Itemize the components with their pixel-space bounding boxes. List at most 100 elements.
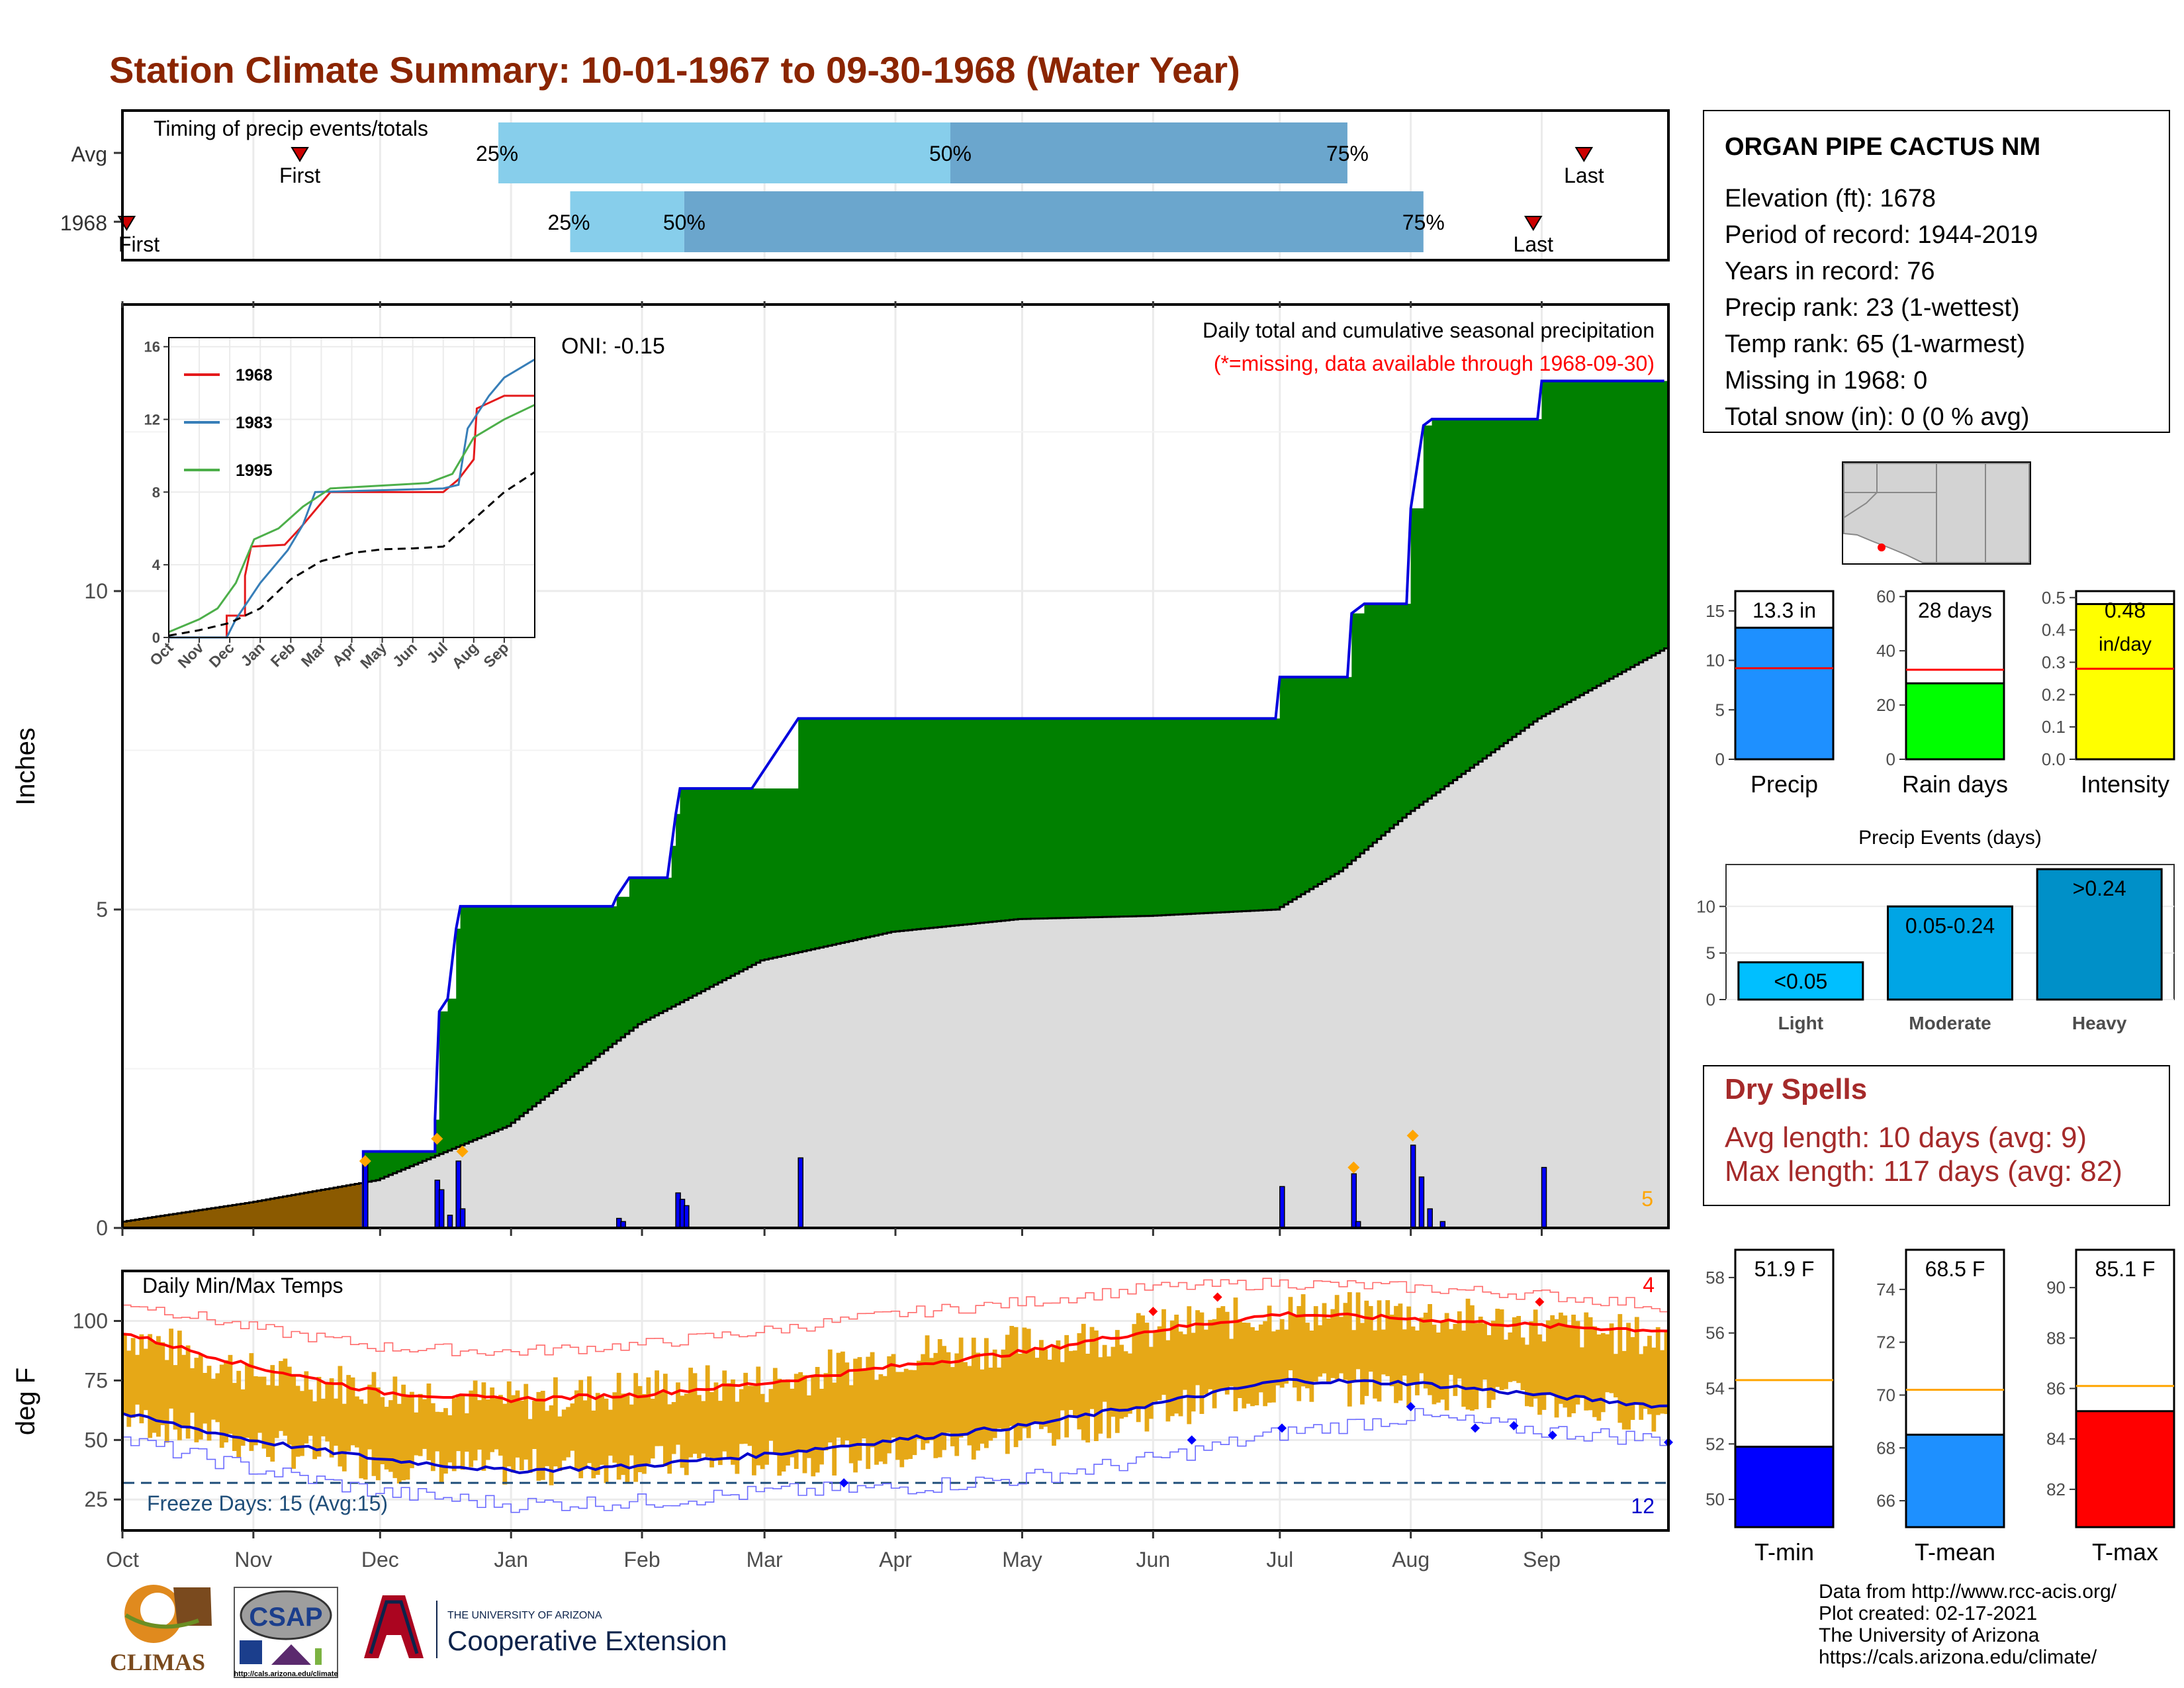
- category-label: Intensity: [2081, 771, 2169, 798]
- category-label: Rain days: [1902, 771, 2008, 798]
- record-min-marker: [1406, 1401, 1416, 1411]
- events-ytick-label: 5: [1706, 943, 1715, 963]
- main-ytick-label: 10: [84, 579, 108, 603]
- ytick-label: 86: [2046, 1379, 2066, 1399]
- category-label: T-mean: [1915, 1538, 1995, 1566]
- events-ytick-label: 10: [1696, 896, 1715, 916]
- precip-events-chart: Precip Events (days) <0.05 Light 0.05-0.24 M…: [1696, 827, 2175, 1033]
- daily-precip-bar: [1427, 1208, 1433, 1229]
- events-bar-label: >0.24: [2073, 876, 2126, 900]
- ytick-label: 54: [1706, 1379, 1725, 1399]
- record-min-marker: [1509, 1421, 1519, 1430]
- dry-spells-avg: Avg length: 10 days (avg: 9): [1725, 1121, 2087, 1154]
- timing-q50-q75-bar: [950, 122, 1347, 183]
- month-label: Jul: [1266, 1548, 1293, 1571]
- daily-precip-bar: [797, 1157, 803, 1229]
- month-label: Dec: [361, 1548, 399, 1571]
- university-of-arizona-logo: THE UNIVERSITY OF ARIZONA Cooperative Ex…: [364, 1595, 727, 1658]
- record-min-marker: [1277, 1423, 1287, 1433]
- timing-last-marker: [1524, 216, 1543, 231]
- timing-first-label: First: [118, 232, 159, 256]
- locator-map: [1842, 461, 2031, 565]
- inset-legend-label: 1995: [236, 461, 273, 480]
- map-state-borders: [1843, 463, 1986, 563]
- record-max-marker: [1535, 1297, 1545, 1307]
- value-bar: [2075, 1410, 2175, 1528]
- inset-line-avg: [168, 471, 535, 637]
- tmin-chart: 50 52 54 56 58 51.9 F T-min: [1706, 1248, 1835, 1566]
- heavy-event-marker: [1406, 1129, 1419, 1142]
- main-ylabel: Inches: [11, 727, 40, 806]
- value-label: 85.1 F: [2095, 1257, 2156, 1281]
- temp-panel: 25 50 75 100 Oct Nov Dec Jan Feb Mar Apr May Jun Jul…: [11, 1270, 1673, 1571]
- ytick-label: 82: [2046, 1479, 2066, 1499]
- temp-ytick-label: 50: [84, 1428, 108, 1452]
- dry-spells-box: Dry Spells Avg length: 10 days (avg: 9) …: [1703, 1065, 2170, 1206]
- category-label: T-min: [1754, 1538, 1814, 1566]
- record-min-marker: [839, 1478, 849, 1488]
- category-label: Precip: [1751, 771, 1818, 798]
- timing-q50-label: 50%: [663, 211, 705, 234]
- daily-precip-bar: [363, 1164, 369, 1229]
- timing-q25-q50-bar: [498, 122, 950, 183]
- ytick-label: 68: [1876, 1438, 1895, 1458]
- credit-university: The University of Arizona: [1819, 1624, 2040, 1646]
- timing-last-label: Last: [1514, 232, 1554, 256]
- station-name: ORGAN PIPE CACTUS NM: [1725, 133, 2040, 161]
- avg-cumulative-area: [122, 648, 1668, 1228]
- svg-text:Cooperative Extension: Cooperative Extension: [447, 1625, 727, 1656]
- svg-text:http://cals.arizona.edu/climat: http://cals.arizona.edu/climate: [234, 1670, 338, 1678]
- temp-ytick-label: 75: [84, 1368, 108, 1392]
- ytick-label: 60: [1876, 586, 1895, 606]
- main-note-line1: Daily total and cumulative seasonal prec…: [1203, 318, 1655, 342]
- credit-url: https://cals.arizona.edu/climate/: [1819, 1646, 2097, 1668]
- min-record-count: 12: [1631, 1494, 1655, 1518]
- timing-title: Timing of precip events/totals: [154, 117, 428, 140]
- intensity-chart: 0.0 0.1 0.2 0.3 0.4 0.5 0.48 in/day Intensity: [2042, 588, 2175, 798]
- timing-first-marker: [291, 147, 309, 162]
- record-min-line: [122, 1408, 1668, 1513]
- main-ytick-label: 5: [96, 898, 108, 921]
- month-label: Feb: [623, 1548, 660, 1571]
- observed-cumulative-line: [122, 379, 1664, 1229]
- station-location-dot: [1878, 543, 1886, 551]
- ytick-label: 66: [1876, 1491, 1895, 1511]
- record-min-marker: [1187, 1435, 1197, 1445]
- events-bar: [1887, 905, 2013, 1001]
- inset-ytick-label: 12: [144, 412, 160, 428]
- ytick-label: 0.1: [2042, 717, 2066, 737]
- ytick-label: 88: [2046, 1328, 2066, 1348]
- value-label: 68.5 F: [1925, 1257, 1985, 1281]
- station-elevation: Elevation (ft): 1678: [1725, 185, 1936, 212]
- daily-precip-bar: [447, 1215, 453, 1229]
- ytick-label: 0.2: [2042, 684, 2066, 704]
- month-label: Sep: [1523, 1548, 1561, 1571]
- value-bar: [1734, 626, 1835, 761]
- ytick-label: 0.5: [2042, 588, 2066, 608]
- ytick-label: 5: [1715, 700, 1725, 720]
- station-temp-rank: Temp rank: 65 (1-warmest): [1725, 330, 2025, 358]
- ytick-label: 58: [1706, 1268, 1725, 1288]
- svg-text:THE UNIVERSITY OF ARIZONA: THE UNIVERSITY OF ARIZONA: [447, 1610, 602, 1621]
- temp-ytick-label: 25: [84, 1487, 108, 1511]
- daily-precip-bar: [438, 1189, 445, 1229]
- credit-data-source: Data from http://www.rcc-acis.org/: [1819, 1581, 2117, 1603]
- credits-block: Data from http://www.rcc-acis.org/ Plot …: [1819, 1581, 2116, 1668]
- month-label: Jun: [1136, 1548, 1171, 1571]
- avg-max-line: [122, 1311, 1669, 1403]
- timing-q75-label: 75%: [1326, 142, 1369, 165]
- events-title: Precip Events (days): [1858, 827, 2042, 849]
- value-label-unit: in/day: [2099, 633, 2152, 655]
- page-title: Station Climate Summary: 10-01-1967 to 0…: [109, 49, 1240, 91]
- month-label: Aug: [1392, 1548, 1430, 1571]
- category-label: T-max: [2092, 1538, 2158, 1566]
- events-bar-label: 0.05-0.24: [1905, 914, 1995, 937]
- surplus-area: [363, 381, 1669, 1183]
- events-category-label: Light: [1778, 1013, 1823, 1033]
- inset-ytick-label: 0: [152, 630, 160, 646]
- station-snow: Total snow (in): 0 (0 % avg): [1725, 403, 2029, 431]
- timing-first-label: First: [279, 164, 320, 187]
- climas-logo: CLIMAS: [110, 1585, 212, 1675]
- ytick-label: 0: [1886, 749, 1895, 769]
